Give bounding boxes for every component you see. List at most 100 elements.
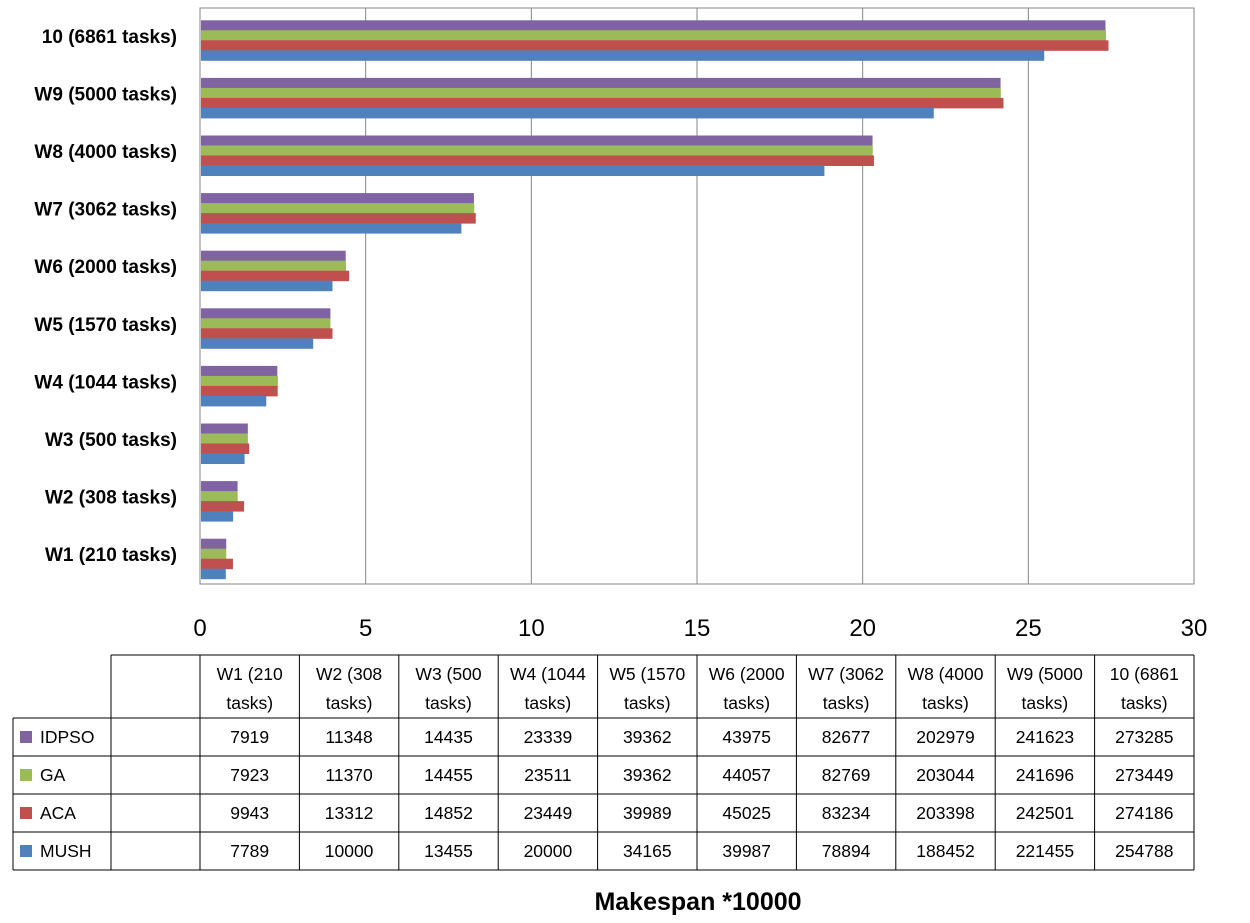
category-labels: W1 (210 tasks) W2 (308 tasks) W3 (500 task… xyxy=(34,27,177,566)
bar-idpso-8 xyxy=(201,135,873,146)
bar-mush-3 xyxy=(201,453,245,464)
bar-mush-9 xyxy=(201,107,934,119)
bar-mush-10 xyxy=(201,50,1045,61)
bar-mush-2 xyxy=(201,511,234,522)
bar-mush-5 xyxy=(201,338,314,349)
table-header-cell: W3 (500 xyxy=(415,664,481,684)
bar-ga-5 xyxy=(201,318,331,329)
table-value-cell: 254788 xyxy=(1115,841,1173,861)
data-table: W1 (210 tasks) W2 (308 tasks) W3 (500 tasks) W… xyxy=(12,654,1195,871)
bar-mush-1 xyxy=(201,568,226,580)
table-header-cell: W5 (1570 xyxy=(609,664,685,684)
table-value-cell: 14852 xyxy=(424,803,473,823)
table-value-cell: 203044 xyxy=(916,765,975,785)
table-value-cell: 7923 xyxy=(230,765,269,785)
x-tick-label: 25 xyxy=(1015,615,1042,642)
table-value-cell: 45025 xyxy=(722,803,771,823)
table-value-cell: 202979 xyxy=(916,727,974,747)
table-value-cell: 43975 xyxy=(722,727,771,747)
bar-ga-9 xyxy=(201,87,1001,99)
bar-idpso-7 xyxy=(201,193,474,204)
table-header-cell: tasks) xyxy=(723,693,770,713)
bar-idpso-4 xyxy=(201,365,278,377)
table-value-cell: 241623 xyxy=(1016,727,1074,747)
bar-mush-7 xyxy=(201,223,462,234)
table-value-cell: 273285 xyxy=(1115,727,1173,747)
bars xyxy=(201,20,1109,580)
bar-idpso-3 xyxy=(201,423,248,434)
table-header-cell: tasks) xyxy=(525,693,572,713)
bar-ga-4 xyxy=(201,375,278,387)
x-tick-label: 15 xyxy=(684,615,711,642)
table-value-cell: 39989 xyxy=(623,803,672,823)
bar-ga-2 xyxy=(201,491,238,502)
table-value-cell: 82769 xyxy=(822,765,871,785)
table-header-cell: tasks) xyxy=(425,693,472,713)
category-label: W1 (210 tasks) xyxy=(45,545,177,566)
table-value-cell: 78894 xyxy=(822,841,871,861)
category-label: 10 (6861 tasks) xyxy=(42,27,177,48)
table-value-cell: 83234 xyxy=(822,803,871,823)
table-value-cell: 13455 xyxy=(424,841,473,861)
table-value-cell: 13312 xyxy=(325,803,374,823)
bar-idpso-9 xyxy=(201,77,1001,89)
x-axis-label: Makespan *10000 xyxy=(594,888,801,916)
bar-aca-10 xyxy=(201,40,1109,51)
bar-aca-9 xyxy=(201,97,1004,109)
category-label: W5 (1570 tasks) xyxy=(34,315,177,336)
bar-ga-3 xyxy=(201,433,248,444)
bar-ga-10 xyxy=(201,30,1107,41)
bar-aca-3 xyxy=(201,443,250,454)
bar-aca-5 xyxy=(201,328,333,339)
table-header-cell: tasks) xyxy=(226,693,273,713)
x-tick-label: 10 xyxy=(518,615,545,642)
category-label: W8 (4000 tasks) xyxy=(34,142,177,163)
bar-idpso-2 xyxy=(201,481,238,492)
bar-ga-6 xyxy=(201,260,346,272)
bar-aca-4 xyxy=(201,385,278,397)
table-header-cell: W9 (5000 xyxy=(1007,664,1083,684)
table-value-cell: 11348 xyxy=(325,727,372,747)
table-value-cell: 14455 xyxy=(424,765,473,785)
table-header-cell: W6 (2000 xyxy=(709,664,785,684)
table-value-cell: 10000 xyxy=(325,841,374,861)
legend-label-ga: GA xyxy=(40,765,66,785)
table-value-cell: 39362 xyxy=(623,727,672,747)
category-label: W4 (1044 tasks) xyxy=(34,372,177,393)
legend-label-aca: ACA xyxy=(40,803,76,823)
table-header-cell: 10 (6861 xyxy=(1110,664,1179,684)
x-tick-label: 30 xyxy=(1181,615,1208,642)
bar-ga-1 xyxy=(201,548,227,560)
table-header-cell: tasks) xyxy=(326,693,373,713)
bar-aca-6 xyxy=(201,270,350,282)
x-tick-label: 5 xyxy=(359,615,372,642)
bar-idpso-1 xyxy=(201,538,227,550)
category-label: W3 (500 tasks) xyxy=(45,430,177,451)
table-header-cell: tasks) xyxy=(1121,693,1168,713)
bar-aca-1 xyxy=(201,558,233,570)
x-tick-label: 20 xyxy=(849,615,876,642)
table-header-cell: tasks) xyxy=(922,693,969,713)
category-label: W2 (308 tasks) xyxy=(45,488,177,509)
table-value-cell: 241696 xyxy=(1016,765,1074,785)
table-header-cell: tasks) xyxy=(1022,693,1069,713)
bar-aca-2 xyxy=(201,501,245,512)
table-value-cell: 188452 xyxy=(916,841,974,861)
legend-label-idpso: IDPSO xyxy=(40,727,94,747)
table-value-cell: 44057 xyxy=(722,765,771,785)
table-value-cell: 20000 xyxy=(524,841,573,861)
legend-swatch-idpso xyxy=(20,731,32,743)
table-value-cell: 14435 xyxy=(424,727,473,747)
bar-mush-8 xyxy=(201,165,825,176)
table-value-cell: 7789 xyxy=(230,841,269,861)
bar-aca-7 xyxy=(201,213,476,224)
bar-idpso-10 xyxy=(201,20,1106,31)
table-header-cell: W2 (308 xyxy=(316,664,382,684)
legend-label-mush: MUSH xyxy=(40,841,92,861)
x-tick-label: 0 xyxy=(193,615,206,642)
table-value-cell: 203398 xyxy=(916,803,974,823)
table-value-cell: 39987 xyxy=(722,841,771,861)
table-value-cell: 274186 xyxy=(1115,803,1173,823)
table-value-cell: 242501 xyxy=(1016,803,1074,823)
table-header-cell: tasks) xyxy=(624,693,671,713)
